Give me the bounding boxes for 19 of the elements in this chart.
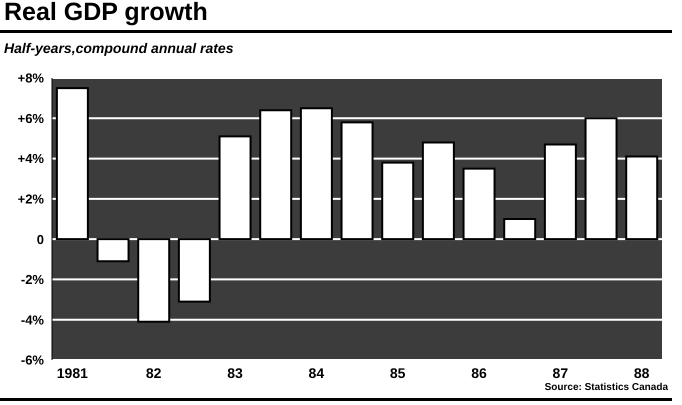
source-note: Source: Statistics Canada bbox=[544, 382, 668, 393]
y-tick-label: -2% bbox=[20, 272, 44, 288]
x-tick-label: 83 bbox=[227, 364, 243, 381]
x-tick-label: 86 bbox=[471, 364, 487, 381]
y-tick-label: +2% bbox=[18, 191, 44, 206]
x-tick-label: 84 bbox=[308, 364, 324, 381]
x-tick-label: 87 bbox=[552, 364, 568, 381]
y-tick-label: +6% bbox=[18, 110, 44, 126]
y-tick-label: 0 bbox=[36, 232, 44, 247]
y-tick-label: -6% bbox=[20, 352, 44, 368]
chart-title: Real GDP growth bbox=[4, 0, 208, 27]
chart-subtitle: Half-years,compound annual rates bbox=[4, 40, 234, 56]
y-tick-label: -4% bbox=[20, 312, 44, 328]
y-tick-label: +4% bbox=[18, 151, 44, 166]
x-tick-label: 88 bbox=[634, 364, 650, 381]
x-tick-label: 1981 bbox=[56, 364, 88, 381]
x-tick-label: 82 bbox=[146, 364, 162, 381]
y-tick-label: +8% bbox=[18, 70, 44, 86]
x-tick-label: 85 bbox=[390, 364, 406, 381]
